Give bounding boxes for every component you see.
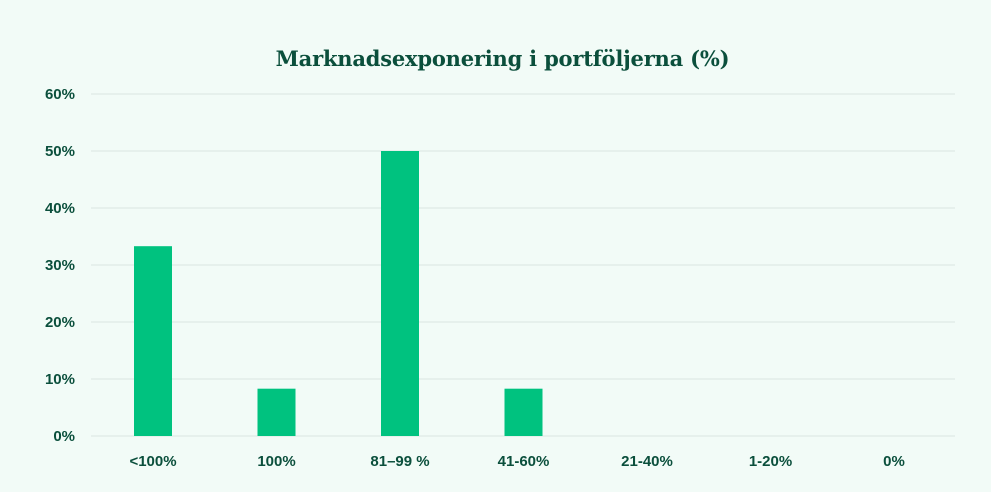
x-tick-label: 81–99 %	[370, 453, 429, 470]
y-tick-label: 30%	[45, 257, 75, 274]
grid-lines	[91, 93, 955, 437]
bar	[134, 246, 172, 436]
x-tick-label: 100%	[257, 453, 295, 470]
x-tick-label: 1-20%	[749, 453, 792, 470]
y-axis-ticks: 0% 10% 20% 30% 40% 50% 60%	[45, 86, 75, 445]
bar	[257, 388, 296, 436]
y-tick-label: 0%	[53, 428, 75, 445]
y-tick-label: 50%	[45, 143, 75, 160]
x-tick-label: 21-40%	[621, 453, 673, 470]
y-tick-label: 40%	[45, 200, 75, 217]
y-tick-label: 10%	[45, 371, 75, 388]
bar	[504, 388, 543, 436]
y-tick-label: 60%	[45, 86, 75, 103]
x-axis-ticks: <100% 100% 81–99 % 41-60% 21-40% 1-20% 0%	[129, 453, 904, 470]
x-tick-label: 41-60%	[498, 453, 550, 470]
chart-title: Marknadsexponering i portföljerna (%)	[275, 46, 730, 71]
x-tick-label: <100%	[129, 453, 176, 470]
bars	[134, 151, 543, 436]
y-tick-label: 20%	[45, 314, 75, 331]
x-tick-label: 0%	[883, 453, 905, 470]
bar	[381, 151, 419, 436]
